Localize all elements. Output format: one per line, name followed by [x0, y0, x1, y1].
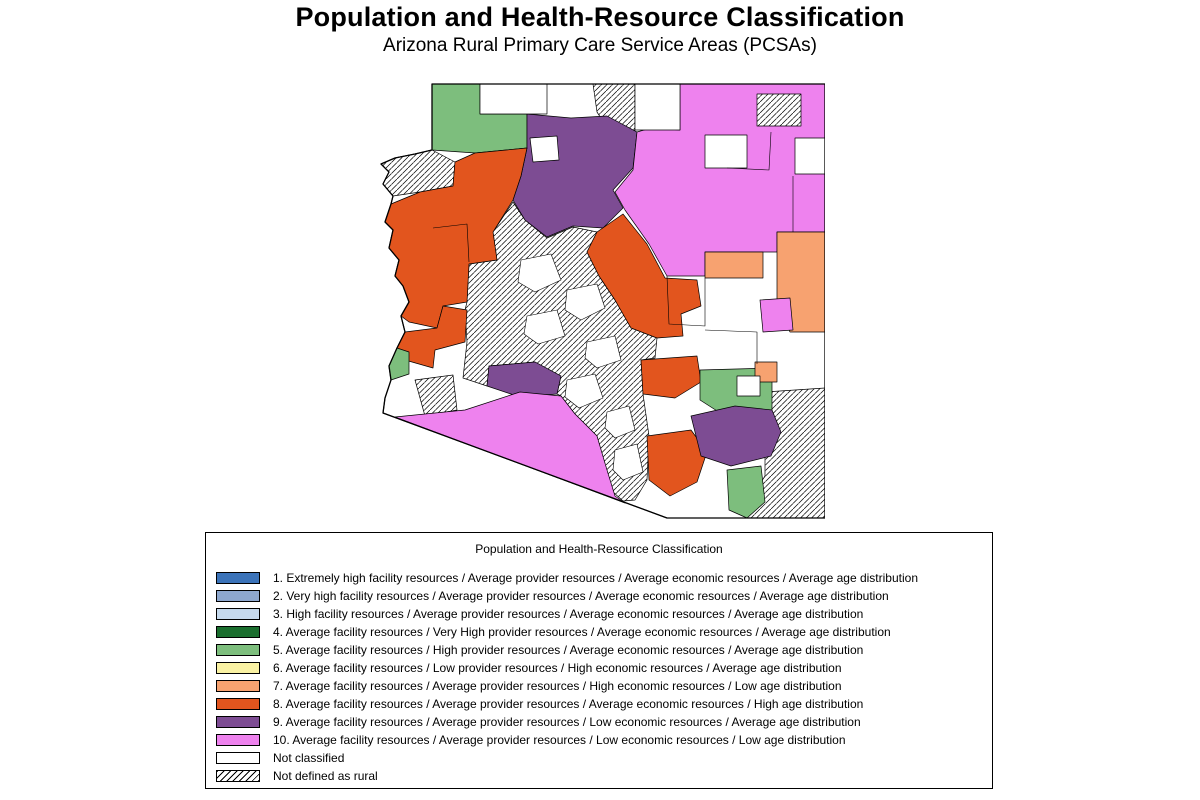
page-title: Population and Health-Resource Classific…	[295, 2, 905, 32]
pcsa-boundary-3	[432, 223, 470, 263]
legend-swatch	[216, 590, 260, 602]
green-left-small	[388, 347, 410, 381]
legend-swatch	[216, 716, 260, 728]
state-outline	[380, 83, 826, 519]
pcsa-patch-6	[604, 405, 636, 439]
legend-item: 3. High facility resources / Average pro…	[206, 605, 992, 623]
legend-item: 4. Average facility resources / Very Hig…	[206, 623, 992, 641]
white-hole-green	[736, 375, 761, 397]
legend-item: 7. Average facility resources / Average …	[206, 677, 992, 695]
legend-item-label: 4. Average facility resources / Very Hig…	[273, 625, 891, 639]
hatch-in-violet	[756, 93, 802, 127]
legend-swatch-hatch	[216, 770, 260, 782]
legend-item: 10. Average facility resources / Average…	[206, 731, 992, 749]
legend-item-label: 10. Average facility resources / Average…	[273, 733, 846, 747]
legend-item: 6. Average facility resources / Low prov…	[206, 659, 992, 677]
orange-west-2	[396, 305, 468, 369]
pcsa-patch-7	[612, 443, 644, 481]
pcsa-patch-5	[564, 373, 604, 409]
legend-item-label: 7. Average facility resources / Average …	[273, 679, 842, 693]
legend-item-label: 2. Very high facility resources / Averag…	[273, 589, 889, 603]
legend-swatch	[216, 644, 260, 656]
legend-item: Not defined as rural	[206, 767, 992, 785]
legend-item-label: 9. Average facility resources / Average …	[273, 715, 861, 729]
purple-centerbottom	[486, 361, 562, 398]
legend-item: Not classified	[206, 749, 992, 767]
violet-bottomleft	[394, 391, 626, 504]
orange-bottom-2	[646, 429, 708, 497]
white-notch-top	[479, 83, 548, 115]
legend-swatch	[216, 680, 260, 692]
legend-item-label: 3. High facility resources / Average pro…	[273, 607, 864, 621]
white-top-center	[634, 83, 681, 131]
pcsa-boundary-5	[726, 131, 772, 171]
legend: Population and Health-Resource Classific…	[205, 532, 993, 789]
white-hole-violet-2	[794, 137, 826, 175]
pcsa-patch-3	[523, 309, 566, 345]
legend-title: Population and Health-Resource Classific…	[475, 542, 723, 556]
pcsa-patch-1	[517, 253, 562, 293]
legend-swatch	[216, 662, 260, 674]
legend-swatch	[216, 572, 260, 584]
legend-item: 9. Average facility resources / Average …	[206, 713, 992, 731]
hatch-left-bottom	[414, 374, 458, 417]
legend-item-label: Not classified	[273, 751, 345, 765]
orange-bottom-1	[640, 355, 702, 399]
legend-swatch	[216, 698, 260, 710]
arizona-map	[380, 83, 826, 519]
legend-swatch	[216, 626, 260, 638]
white-hole-purple	[529, 135, 560, 163]
page-subtitle: Arizona Rural Primary Care Service Areas…	[383, 35, 817, 56]
pcsa-boundary-2	[704, 329, 758, 364]
violet-right-small	[759, 297, 794, 333]
legend-item-label: Not defined as rural	[273, 769, 378, 783]
legend-swatch	[216, 734, 260, 746]
legend-item-label: 5. Average facility resources / High pro…	[273, 643, 864, 657]
legend-swatch	[216, 752, 260, 764]
salmon-small	[754, 361, 778, 383]
purple-bottomright	[690, 405, 782, 467]
map-container	[375, 80, 826, 520]
pcsa-boundary-1	[666, 275, 706, 327]
legend-item-label: 1. Extremely high facility resources / A…	[273, 571, 918, 585]
salmon-center	[704, 251, 764, 279]
legend-item-label: 6. Average facility resources / Low prov…	[273, 661, 842, 675]
legend-item: 8. Average facility resources / Average …	[206, 695, 992, 713]
legend-item: 1. Extremely high facility resources / A…	[206, 569, 992, 587]
legend-swatch	[216, 608, 260, 620]
white-hole-violet-1	[704, 134, 748, 169]
legend-item: 5. Average facility resources / High pro…	[206, 641, 992, 659]
legend-item-label: 8. Average facility resources / Average …	[273, 697, 864, 711]
pcsa-patch-4	[584, 335, 622, 369]
legend-items: 1. Extremely high facility resources / A…	[206, 569, 992, 785]
green-bottom	[726, 465, 766, 519]
pcsa-patch-2	[564, 283, 606, 321]
legend-item: 2. Very high facility resources / Averag…	[206, 587, 992, 605]
